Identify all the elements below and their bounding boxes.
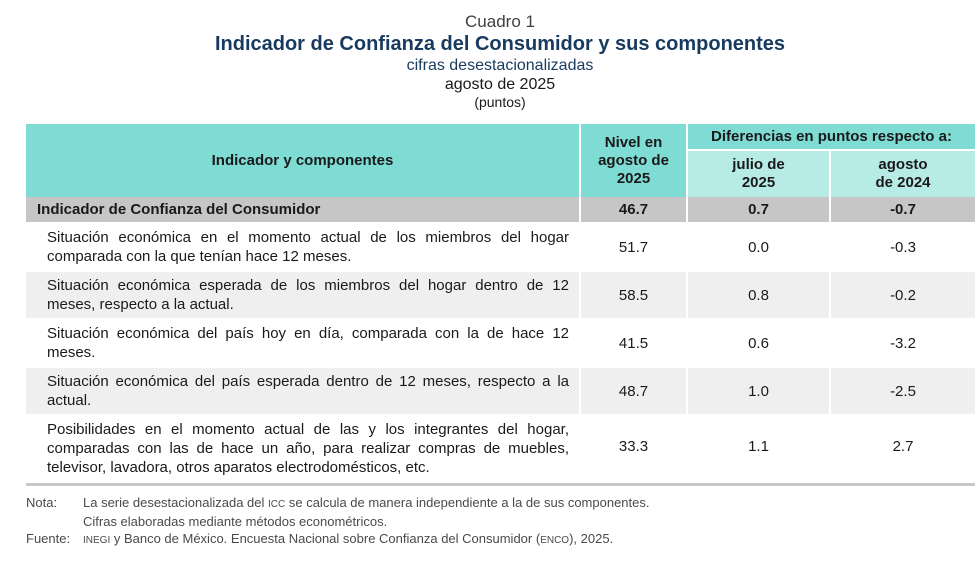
row-level: 46.7 bbox=[579, 197, 687, 223]
source-text-part: ), 2025. bbox=[569, 531, 614, 546]
note-text-part: se calcula de manera independiente a la … bbox=[285, 495, 650, 510]
table-titles: Cuadro 1 Indicador de Confianza del Cons… bbox=[0, 12, 980, 111]
column-header-level-text: Nivel en agosto de 2025 bbox=[598, 133, 669, 187]
row-diff-month: 0.7 bbox=[686, 197, 830, 223]
row-diff-month: 1.0 bbox=[686, 366, 830, 415]
note-text-part: La serie desestacionalizada del bbox=[83, 495, 269, 510]
table-units: (puntos) bbox=[474, 94, 526, 110]
row-label: Posibilidades en el momento actual de la… bbox=[26, 414, 580, 486]
row-diff-year: -0.7 bbox=[829, 197, 975, 223]
table-row: Situación económica esperada de los miem… bbox=[26, 270, 975, 319]
source-abbr: INEGI bbox=[83, 535, 111, 546]
row-diff-year: -0.2 bbox=[829, 270, 975, 319]
column-header-july-2025: julio de 2025 bbox=[687, 150, 831, 197]
source-line: Fuente: INEGI y Banco de México. Encuest… bbox=[26, 530, 975, 549]
note-label-spacer bbox=[26, 513, 83, 530]
table-row: Situación económica del país hoy en día,… bbox=[26, 318, 975, 367]
row-level: 41.5 bbox=[579, 318, 687, 367]
note-abbr: ICC bbox=[268, 499, 286, 510]
source-text-part: y Banco de México. Encuesta Nacional sob… bbox=[110, 531, 541, 546]
row-diff-month: 0.8 bbox=[686, 270, 830, 319]
row-label: Situación económica del país hoy en día,… bbox=[26, 318, 580, 367]
row-diff-year: -0.3 bbox=[829, 222, 975, 271]
row-label: Situación económica esperada de los miem… bbox=[26, 270, 580, 319]
note-line: Nota: La serie desestacionalizada del IC… bbox=[26, 494, 975, 513]
row-level: 33.3 bbox=[579, 414, 687, 486]
row-level: 48.7 bbox=[579, 366, 687, 415]
column-header-august-2024-text: agosto de 2024 bbox=[875, 156, 931, 191]
table-row: Situación económica en el momento actual… bbox=[26, 222, 975, 271]
source-label: Fuente: bbox=[26, 531, 71, 546]
source-abbr: ENCO bbox=[540, 535, 570, 546]
column-header-differences: Diferencias en puntos respecto a: bbox=[687, 124, 975, 151]
table-row: Situación económica del país esperada de… bbox=[26, 366, 975, 415]
column-header-july-2025-text: julio de 2025 bbox=[732, 156, 785, 191]
row-label: Indicador de Confianza del Consumidor bbox=[26, 197, 580, 223]
row-diff-year: -2.5 bbox=[829, 366, 975, 415]
table-number: Cuadro 1 bbox=[465, 12, 535, 31]
row-diff-year: 2.7 bbox=[829, 414, 975, 486]
row-level: 58.5 bbox=[579, 270, 687, 319]
row-label: Situación económica del país esperada de… bbox=[26, 366, 580, 415]
table-notes: Nota: La serie desestacionalizada del IC… bbox=[26, 494, 975, 549]
note-text: La serie desestacionalizada del ICC se c… bbox=[83, 494, 650, 513]
column-header-indicator: Indicador y componentes bbox=[26, 124, 581, 197]
row-label: Situación económica en el momento actual… bbox=[26, 222, 580, 271]
table-period: agosto de 2025 bbox=[444, 76, 556, 93]
note-line: Cifras elaboradas mediante métodos econo… bbox=[26, 513, 975, 530]
table-row-headline: Indicador de Confianza del Consumidor 46… bbox=[26, 197, 975, 223]
table-subtitle: cifras desestacionalizadas bbox=[406, 57, 594, 74]
row-diff-month: 0.0 bbox=[686, 222, 830, 271]
note-text: Cifras elaboradas mediante métodos econo… bbox=[83, 514, 388, 529]
note-label: Nota: bbox=[26, 495, 58, 510]
consumer-confidence-table: Indicador y componentes Nivel en agosto … bbox=[26, 124, 975, 486]
row-diff-month: 0.6 bbox=[686, 318, 830, 367]
row-diff-month: 1.1 bbox=[686, 414, 830, 486]
table-row: Posibilidades en el momento actual de la… bbox=[26, 414, 975, 486]
row-level: 51.7 bbox=[579, 222, 687, 271]
column-header-august-2024: agosto de 2024 bbox=[830, 150, 975, 197]
column-header-level: Nivel en agosto de 2025 bbox=[580, 124, 688, 197]
table-title: Indicador de Confianza del Consumidor y … bbox=[214, 33, 786, 55]
source-text: INEGI y Banco de México. Encuesta Nacion… bbox=[83, 530, 613, 549]
row-diff-year: -3.2 bbox=[829, 318, 975, 367]
